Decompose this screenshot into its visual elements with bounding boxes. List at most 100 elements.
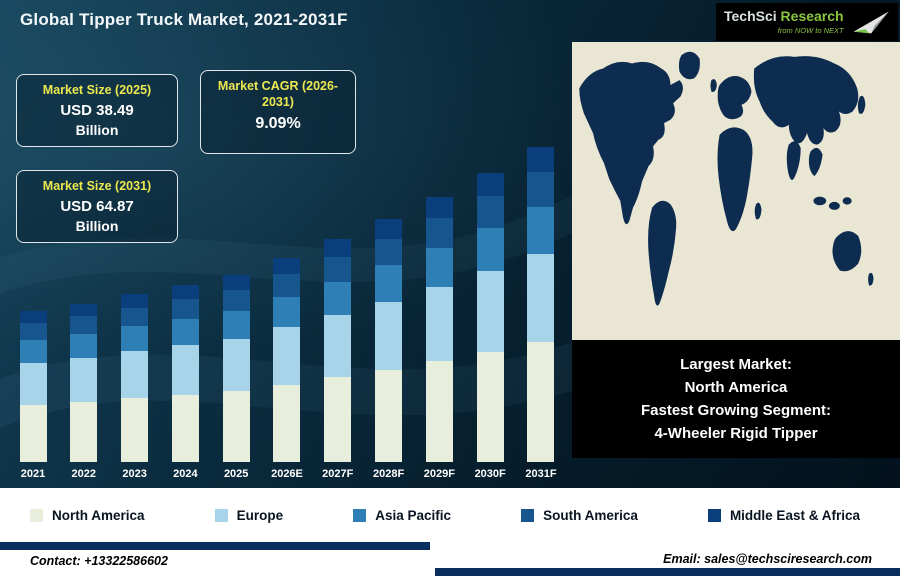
x-axis-label: 2022 xyxy=(71,468,97,480)
stat-card-market-size-2031: Market Size (2031) USD 64.87 Billion xyxy=(16,170,178,243)
stat-card-value: USD 38.49 xyxy=(60,102,134,120)
x-axis-label: 2026E xyxy=(271,468,303,480)
bar-slot-2025: 2025 xyxy=(215,97,257,480)
x-axis-label: 2028F xyxy=(372,468,405,480)
segment-middle-east-africa xyxy=(19,311,47,324)
bar-slot-2027F: 2027F xyxy=(317,97,359,480)
segment-europe xyxy=(70,357,98,402)
legend-item-middle-east-africa: Middle East & Africa xyxy=(707,507,860,523)
segment-south-america xyxy=(273,274,301,297)
x-axis-label: 2025 xyxy=(223,468,249,480)
stacked-bar-2022 xyxy=(70,303,98,462)
segment-north-america xyxy=(171,394,199,462)
x-axis-label: 2023 xyxy=(122,468,147,480)
segment-middle-east-africa xyxy=(324,239,352,258)
bar-slot-2024: 2024 xyxy=(164,97,206,480)
legend-item-asia-pacific: Asia Pacific xyxy=(353,508,451,523)
info-line: North America xyxy=(684,379,788,396)
bar-slot-2030F: 2030F xyxy=(469,97,511,480)
segment-south-america xyxy=(19,323,47,341)
stacked-bar-2023 xyxy=(121,294,149,462)
segment-europe xyxy=(527,254,555,343)
segment-north-america xyxy=(273,384,301,462)
segment-north-america xyxy=(527,342,555,462)
x-axis-label: 2021 xyxy=(20,468,46,480)
logo-text: TechSci Research from NOW to NEXT xyxy=(724,7,844,36)
segment-europe xyxy=(171,345,199,395)
segment-asia-pacific xyxy=(121,326,149,352)
segment-asia-pacific xyxy=(273,296,301,328)
bar-slot-2026E: 2026E xyxy=(266,97,308,480)
segment-asia-pacific xyxy=(171,318,199,346)
segment-middle-east-africa xyxy=(273,258,301,275)
header-bar: Global Tipper Truck Market, 2021-2031F T… xyxy=(0,0,900,42)
x-axis-label: 2030F xyxy=(474,468,506,480)
segment-europe xyxy=(19,362,47,405)
stat-card-unit: Billion xyxy=(75,121,119,138)
stacked-bar-2026E xyxy=(273,258,301,462)
contact-text: Contact: +13322586602 xyxy=(30,554,168,568)
info-line: Largest Market: xyxy=(680,356,792,373)
legend-item-north-america: North America xyxy=(30,508,145,523)
segment-north-america xyxy=(121,398,149,462)
legend-label: Asia Pacific xyxy=(375,507,451,523)
segment-europe xyxy=(324,315,352,378)
legend-swatch-middle-east-africa xyxy=(707,508,721,522)
segment-asia-pacific xyxy=(222,310,250,339)
segment-south-america xyxy=(121,307,149,327)
segment-middle-east-africa xyxy=(222,275,250,291)
legend-swatch-europe xyxy=(214,508,228,522)
segment-south-america xyxy=(425,218,453,248)
segment-middle-east-africa xyxy=(171,285,199,300)
logo-tagline: from NOW to NEXT xyxy=(777,26,844,36)
stacked-bar-2030F xyxy=(476,173,504,462)
right-column: Largest Market: North America Fastest Gr… xyxy=(572,42,900,488)
bar-slot-2022: 2022 xyxy=(63,97,105,480)
segment-middle-east-africa xyxy=(476,173,504,197)
legend-swatch-asia-pacific xyxy=(353,508,367,522)
segment-asia-pacific xyxy=(19,340,47,363)
bar-slot-2029F: 2029F xyxy=(418,97,460,480)
stacked-bar-2027F xyxy=(324,239,352,462)
segment-north-america xyxy=(425,361,453,462)
segment-south-america xyxy=(476,196,504,229)
brand-name: TechSci Research xyxy=(724,7,844,24)
bar-slot-2023: 2023 xyxy=(114,97,156,480)
segment-europe xyxy=(121,351,149,399)
segment-asia-pacific xyxy=(70,333,98,358)
techsci-logo: TechSci Research from NOW to NEXT xyxy=(716,3,898,41)
stat-card-value: 9.09% xyxy=(255,114,301,132)
segment-middle-east-africa xyxy=(527,146,555,173)
largest-market-box: Largest Market: North America Fastest Gr… xyxy=(572,340,900,458)
segment-middle-east-africa xyxy=(121,294,149,308)
segment-asia-pacific xyxy=(425,247,453,288)
stat-card-label: Market CAGR (2026-2031) xyxy=(217,79,339,110)
segment-europe xyxy=(476,271,504,353)
stacked-bar-2031F xyxy=(527,146,555,462)
x-axis-label: 2027F xyxy=(322,468,354,480)
segment-south-america xyxy=(171,299,199,319)
bars-row: 2021 2022 2023 2024 2025 2026E 2027F 2028F 2029F… xyxy=(12,97,562,480)
legend-label: South America xyxy=(543,507,638,523)
email-text: Email: sales@techsciresearch.com xyxy=(663,552,872,566)
segment-south-america xyxy=(222,290,250,311)
segment-europe xyxy=(425,287,453,362)
segment-north-america xyxy=(375,369,403,462)
stacked-bar-2021 xyxy=(19,311,47,462)
segment-asia-pacific xyxy=(324,281,352,316)
segment-asia-pacific xyxy=(375,265,403,302)
stacked-bar-2024 xyxy=(171,285,199,462)
bar-slot-2021: 2021 xyxy=(12,97,54,480)
segment-south-america xyxy=(527,172,555,207)
legend-swatch-south-america xyxy=(521,508,535,522)
segment-asia-pacific xyxy=(527,206,555,255)
stat-card-label: Market Size (2025) xyxy=(42,83,152,97)
world-map-image xyxy=(572,42,900,340)
legend-label: North America xyxy=(52,507,145,523)
segment-middle-east-africa xyxy=(425,197,453,219)
stat-card-value: USD 64.87 xyxy=(60,198,134,216)
segment-north-america xyxy=(70,401,98,462)
legend-label: Middle East & Africa xyxy=(729,507,860,523)
stacked-bar-2025 xyxy=(222,275,250,462)
legend-item-europe: Europe xyxy=(214,508,283,523)
